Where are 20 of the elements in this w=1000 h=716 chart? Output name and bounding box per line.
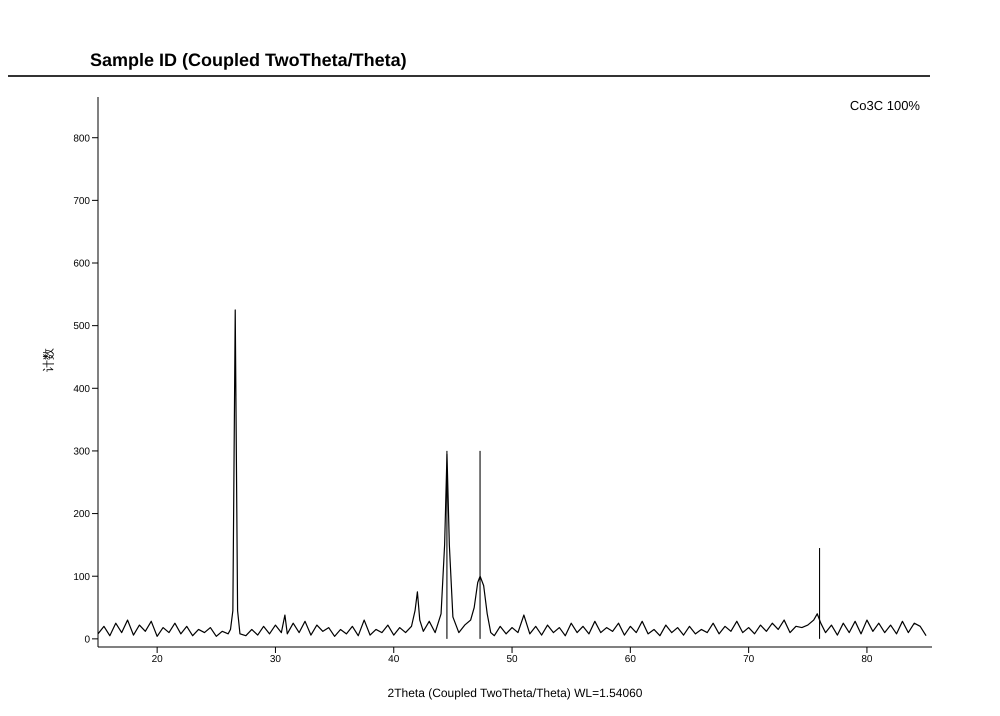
y-tick-label: 700 — [73, 196, 90, 207]
x-tick-label: 40 — [388, 654, 400, 666]
y-tick-label: 200 — [73, 509, 90, 520]
y-tick-label: 300 — [73, 446, 90, 458]
y-tick-label: 400 — [73, 384, 90, 395]
y-tick-label: 500 — [73, 321, 90, 332]
y-tick-label: 600 — [73, 258, 90, 270]
x-tick-label: 70 — [743, 654, 755, 666]
x-tick-label: 50 — [506, 654, 518, 666]
x-tick-label: 80 — [861, 654, 873, 666]
y-tick-label: 100 — [73, 572, 90, 583]
annotation: Co3C 100% — [850, 98, 920, 113]
x-tick-label: 30 — [270, 654, 282, 666]
y-tick-label: 0 — [84, 634, 90, 646]
x-tick-label: 60 — [624, 654, 636, 666]
x-axis-title: 2Theta (Coupled TwoTheta/Theta) WL=1.54060 — [388, 686, 643, 700]
x-tick-label: 20 — [152, 654, 164, 666]
y-tick-label: 800 — [73, 133, 90, 144]
chart-title: Sample ID (Coupled TwoTheta/Theta) — [8, 8, 930, 77]
y-axis-title: 计数 — [41, 348, 56, 372]
